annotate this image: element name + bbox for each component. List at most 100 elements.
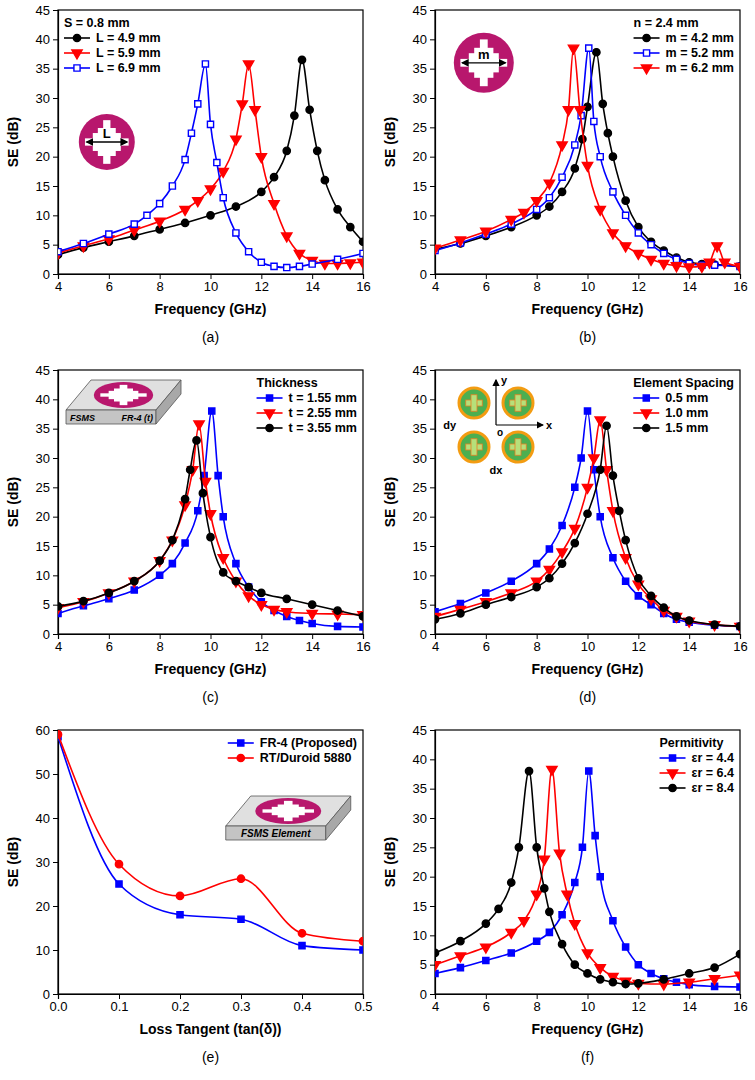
y-tick-label: 5 [420,237,427,252]
y-tick: 60 [36,723,58,738]
data-point [622,980,629,987]
data-point [559,522,565,528]
inset: m [454,33,514,93]
x-tick: 8 [534,634,541,654]
y-tick-mark [53,487,58,488]
data-point [457,965,463,971]
y-tick-label: 60 [36,723,50,738]
y-tick-label: 50 [36,767,50,782]
y-tick: 25 [36,120,58,135]
data-point [546,546,552,552]
y-tick-mark [430,487,435,488]
series-line [435,769,740,984]
field-cell [459,388,489,418]
data-point [58,603,62,610]
legend: S = 0.8 mmL = 4.9 mmL = 5.9 mmL = 6.9 mm [64,16,161,75]
legend-entry: L = 4.9 mm [64,31,161,45]
legend-marker [669,755,675,761]
legend-title: S = 0.8 mm [64,16,130,30]
y-axis-line [430,371,436,635]
plot-data [435,408,740,632]
x-tick-label: 0.0 [49,999,67,1014]
data-point [647,592,654,599]
y-tick: 25 [413,120,435,135]
icon-disc [79,114,135,170]
data-point [559,912,565,918]
y-tick-mark [430,458,435,459]
y-tick: 0 [43,267,58,282]
y-tick-mark [430,789,435,790]
data-point [359,613,363,620]
legend-marker [641,65,651,74]
data-point [231,578,241,587]
inset-label: FR-4 (t) [122,413,154,423]
data-point [735,972,740,981]
data-point [129,227,139,236]
substrate-face [66,410,156,424]
y-axis: 051015202530354045 [413,363,436,642]
legend-label: m = 4.2 mm [666,31,734,45]
data-point [562,891,572,900]
x-tick: 6 [483,634,490,654]
figure: 46810121416051015202530354045Frequency (… [0,0,755,1080]
x-tick-label: 8 [534,999,541,1014]
data-point [483,590,489,596]
inset: dydxxyo [443,374,553,476]
plot-frame [435,10,740,274]
data-point [558,560,565,567]
y-tick: 0 [420,627,435,642]
y-tick-mark [430,429,435,430]
legend-label: L = 6.9 mm [96,61,161,75]
data-point [508,578,514,584]
legend-label: t = 2.55 mm [289,406,357,420]
x-tick: 12 [632,994,646,1014]
x-tick: 4 [55,634,62,654]
x-tick-label: 4 [55,279,62,294]
data-point [559,174,565,180]
legend-label: t = 1.55 mm [289,391,357,405]
y-axis-line [53,11,59,275]
y-tick: 15 [36,179,58,194]
x-axis-title: Loss Tangent (tan(δ)) [140,1021,282,1037]
series-line [58,440,363,616]
y-tick: 20 [36,899,58,914]
y-tick: 40 [36,32,58,47]
legend-label: L = 4.9 mm [96,31,161,45]
legend-marker [643,50,649,56]
plot-data [435,45,740,273]
data-point [115,861,122,868]
x-tick-label: 8 [534,279,541,294]
inset-label: o [497,427,503,438]
data-point [546,575,553,582]
x-tick: 14 [682,274,696,294]
data-point [283,147,290,154]
x-axis: 46810121416 [432,994,748,1014]
y-tick-mark [430,399,435,400]
legend-label: RT/Duroid 5880 [260,751,352,765]
data-point [245,583,252,590]
data-point [195,101,201,107]
data-point [207,212,214,219]
data-point [623,578,629,584]
x-tick-label: 16 [733,999,747,1014]
data-point [207,121,213,127]
plot-frame [58,730,363,994]
y-tick-mark [53,98,58,99]
y-tick: 10 [36,208,58,223]
y-tick: 15 [413,539,435,554]
data-point [360,250,363,256]
y-tick: 30 [36,855,58,870]
y-tick-mark [430,546,435,547]
data-point [182,157,188,163]
data-point [570,921,580,930]
substrate-face [326,796,351,840]
data-point [660,976,667,983]
x-tick: 10 [204,634,218,654]
y-tick-mark [53,605,58,606]
legend-entry: L = 6.9 mm [64,61,161,75]
series-line [58,411,363,627]
legend-label: 0.5 mm [665,391,708,405]
data-point [609,153,616,160]
plot-data [58,56,363,270]
data-point [435,949,439,956]
